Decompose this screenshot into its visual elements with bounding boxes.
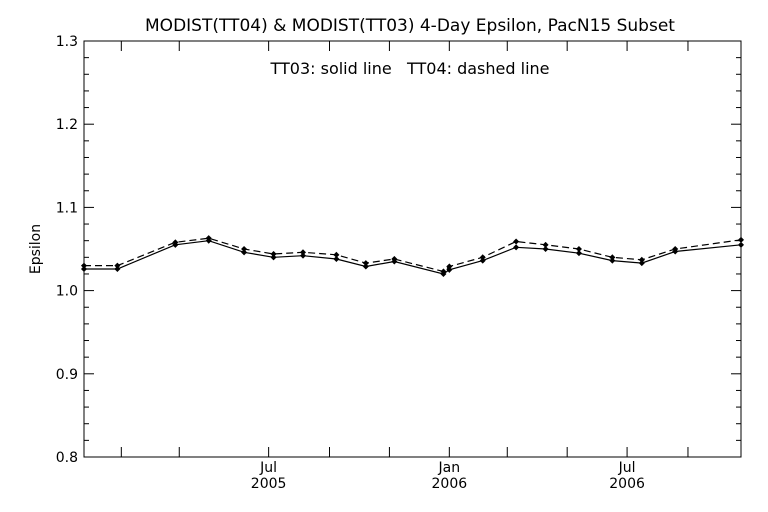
data-point-tt04 xyxy=(205,235,212,242)
y-tick-label: 1.1 xyxy=(56,200,78,216)
line-style-note: TT03: solid line TT04: dashed line xyxy=(270,59,550,78)
data-point-tt04 xyxy=(513,238,520,245)
series-layer xyxy=(80,235,745,277)
data-point-tt03 xyxy=(446,266,453,273)
data-point-tt03 xyxy=(362,263,369,270)
x-tick-label-year: 2006 xyxy=(432,476,468,492)
data-point-tt04 xyxy=(737,236,745,243)
y-axis-label: Epsilon xyxy=(28,224,44,274)
series-line-tt04 xyxy=(84,237,742,273)
data-point-tt04 xyxy=(270,250,277,258)
y-tick-label: 1.2 xyxy=(56,117,78,133)
data-point-tt03 xyxy=(513,244,520,251)
chart-title: MODIST(TT04) & MODIST(TT03) 4-Day Epsilo… xyxy=(145,16,675,36)
data-point-tt03 xyxy=(638,260,645,267)
data-point-tt03 xyxy=(609,257,616,264)
data-point-tt03 xyxy=(270,254,277,261)
y-tick-label: 1.3 xyxy=(56,34,78,50)
y-tick-label: 0.8 xyxy=(56,450,78,466)
data-point-tt04 xyxy=(440,268,447,275)
y-tick-label: 0.9 xyxy=(56,367,78,383)
plot-frame xyxy=(83,40,742,458)
series-line-tt03 xyxy=(84,240,742,275)
x-tick-label-month: Jan xyxy=(438,460,461,476)
data-point-tt04 xyxy=(638,256,645,263)
data-point-tt04 xyxy=(479,254,486,261)
data-point-tt03 xyxy=(299,252,307,259)
data-point-tt04 xyxy=(672,245,679,253)
data-point-tt04 xyxy=(609,254,616,261)
data-point-tt03 xyxy=(241,249,248,256)
data-point-tt04 xyxy=(542,241,549,248)
data-point-tt03 xyxy=(114,265,121,272)
data-point-tt04 xyxy=(114,262,121,269)
data-point-tt04 xyxy=(80,262,88,269)
data-point-tt04 xyxy=(241,245,248,253)
data-point-tt03 xyxy=(80,265,88,272)
data-point-tt03 xyxy=(737,241,745,248)
data-point-tt04 xyxy=(362,260,369,267)
x-tick-label-year: 2006 xyxy=(609,476,645,492)
data-point-tt03 xyxy=(333,255,340,263)
x-tick-label-month: Jul xyxy=(259,460,277,476)
y-tick-label: 1.0 xyxy=(56,284,78,300)
data-point-tt04 xyxy=(172,239,179,246)
data-point-tt04 xyxy=(446,263,453,270)
data-point-tt04 xyxy=(391,255,398,263)
data-point-tt04 xyxy=(575,245,582,253)
x-tick-label-month: Jul xyxy=(618,460,636,476)
x-tick-label-year: 2005 xyxy=(251,476,287,492)
data-point-tt03 xyxy=(479,257,486,264)
data-point-tt04 xyxy=(299,249,307,256)
data-point-tt03 xyxy=(542,245,549,253)
data-point-tt04 xyxy=(333,251,340,258)
data-point-tt03 xyxy=(575,250,582,257)
